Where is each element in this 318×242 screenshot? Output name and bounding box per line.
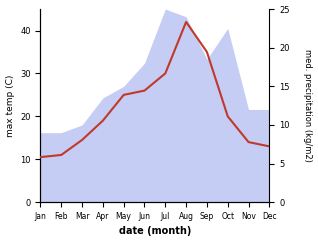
Y-axis label: max temp (C): max temp (C) bbox=[5, 75, 15, 137]
X-axis label: date (month): date (month) bbox=[119, 227, 191, 236]
Y-axis label: med. precipitation (kg/m2): med. precipitation (kg/m2) bbox=[303, 49, 313, 162]
